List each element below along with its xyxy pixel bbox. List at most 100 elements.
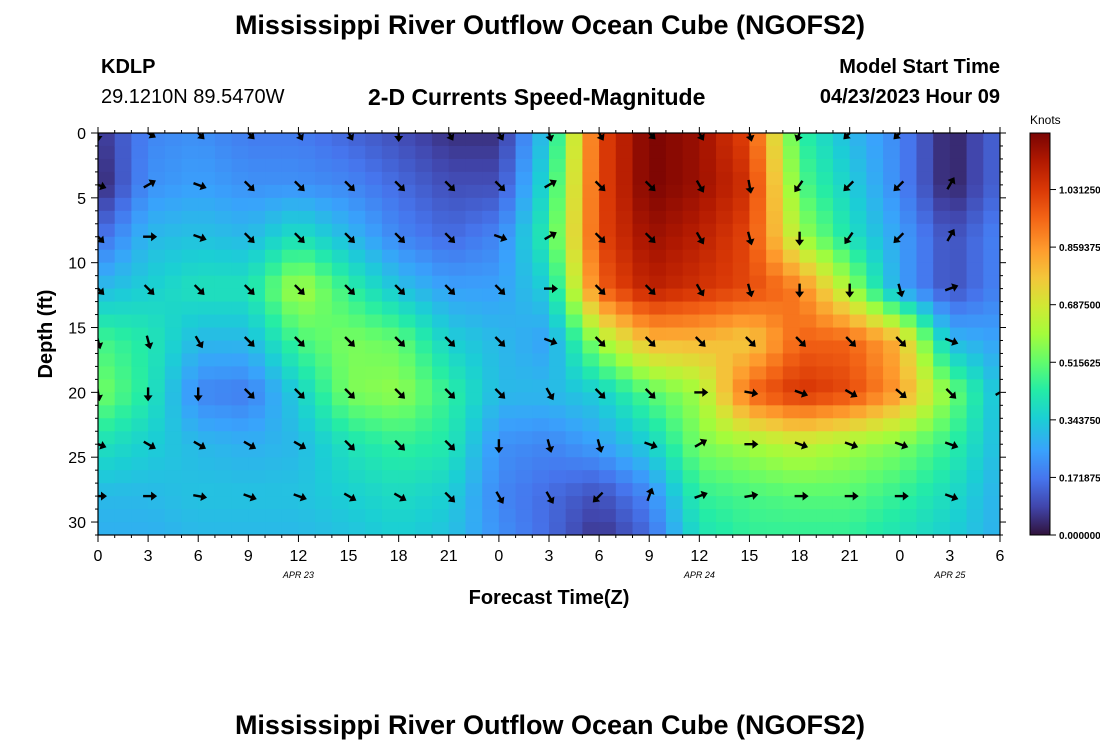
speed-cell [749,405,767,419]
speed-cell [198,158,216,173]
current-vector-arrow [294,180,305,192]
speed-cell [365,340,383,355]
speed-cell [114,145,132,160]
speed-cell [782,483,801,497]
speed-cell [949,327,968,342]
speed-cell [532,340,550,355]
speed-cell [231,470,249,484]
speed-cell [515,133,533,147]
speed-cell [665,392,684,406]
speed-cell [415,444,433,458]
x-tick-label: 9 [244,548,253,565]
speed-cell [498,379,517,393]
speed-cell [782,457,801,471]
speed-cell [498,145,517,160]
speed-cell [766,301,784,316]
speed-cell [866,470,884,484]
speed-cell [933,509,951,523]
speed-cell [515,301,533,316]
speed-cell [331,197,350,212]
speed-cell [248,457,266,471]
x-tick-label: 6 [996,548,1005,565]
speed-cell [565,457,583,471]
speed-cell [482,392,500,406]
speed-cell [415,249,433,264]
speed-cell [482,314,500,329]
current-vector-arrow [893,180,905,192]
speed-cell [699,262,717,277]
speed-cell [799,249,817,264]
speed-cell [799,197,817,212]
speed-cell [615,379,634,393]
current-vector-arrow [243,232,255,244]
speed-cell [749,210,767,225]
speed-cell [582,457,600,471]
speed-cell [532,145,550,160]
speed-cell [131,392,149,406]
speed-cell [916,522,934,535]
speed-cell [148,418,166,432]
speed-cell [866,171,884,186]
speed-cell [549,379,567,393]
speed-cell [465,509,483,523]
speed-cell [365,171,383,186]
speed-cell [131,353,149,368]
speed-cell [682,145,700,160]
speed-cell [549,249,567,264]
speed-cell [231,444,249,458]
speed-cell [949,405,968,419]
speed-cell [749,366,767,380]
speed-cell [615,301,634,316]
speed-cell [983,210,1000,225]
speed-cell [315,210,333,225]
speed-cell [98,223,116,238]
speed-cell [732,418,751,432]
speed-cell [949,210,968,225]
speed-cell [816,327,834,342]
x-tick-label: 6 [194,548,203,565]
speed-cell [565,444,583,458]
speed-cell [465,366,483,380]
current-vector-arrow [98,335,104,350]
speed-cell [632,210,650,225]
speed-cell [966,236,984,251]
speed-cell [164,327,183,342]
current-vector-arrow [98,181,107,191]
speed-cell [181,405,199,419]
speed-cell [98,249,116,264]
speed-cell [198,392,216,406]
speed-cell [365,522,383,535]
current-vector-arrow [644,388,656,399]
speed-cell [214,262,233,277]
speed-cell [799,288,817,303]
speed-cell [866,262,884,277]
speed-cell [365,275,383,290]
speed-cell [381,288,400,303]
speed-cell [181,327,199,342]
speed-cell [148,223,166,238]
speed-cell [582,145,600,160]
speed-cell [766,392,784,406]
speed-cell [298,210,316,225]
current-vector-arrow [393,492,407,502]
speed-cell [632,288,650,303]
speed-cell [766,171,784,186]
current-vector-arrow [544,179,557,189]
speed-cell [649,223,667,238]
current-vector-arrow [193,492,208,502]
speed-cell [532,197,550,212]
speed-cell [198,210,216,225]
current-vector-arrow [795,336,806,347]
speed-cell [465,210,483,225]
speed-cell [231,483,249,497]
speed-cell [198,197,216,212]
speed-cell [265,184,283,199]
speed-cell [916,470,934,484]
speed-cell [265,366,283,380]
speed-cell [699,418,717,432]
speed-cell [265,223,283,238]
speed-cell [181,184,199,199]
speed-cell [415,496,433,510]
speed-cell [315,431,333,445]
